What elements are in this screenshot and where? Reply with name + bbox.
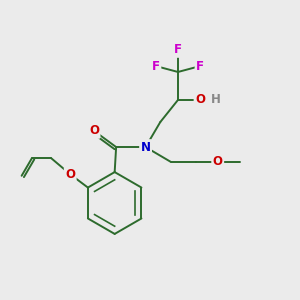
Text: N: N bbox=[141, 141, 151, 154]
Text: O: O bbox=[195, 93, 205, 106]
Text: O: O bbox=[89, 124, 99, 137]
Text: F: F bbox=[196, 60, 204, 73]
Text: F: F bbox=[174, 44, 182, 56]
Text: F: F bbox=[152, 60, 160, 73]
Text: H: H bbox=[210, 93, 220, 106]
Text: O: O bbox=[213, 155, 223, 168]
Text: O: O bbox=[65, 168, 75, 181]
